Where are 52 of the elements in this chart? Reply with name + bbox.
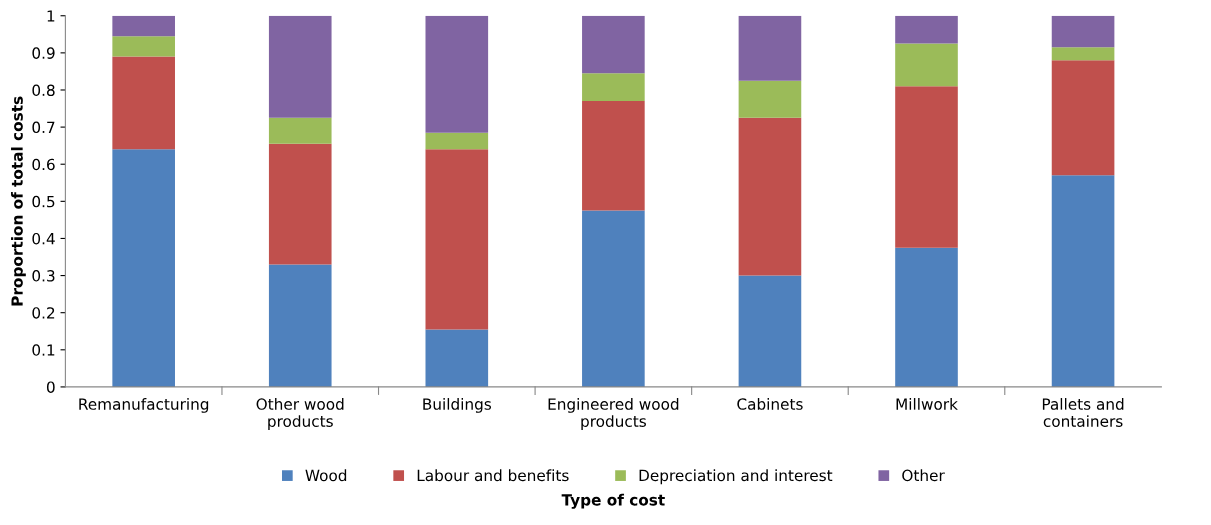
y-tick-label: 0.5 (32, 195, 55, 208)
bar (268, 264, 332, 387)
y-tick-label: 0.8 (32, 84, 55, 97)
bar (1051, 60, 1115, 176)
bar (268, 15, 332, 118)
x-tick-label: Pallets and containers (1042, 398, 1124, 427)
y-tick-label: 0.6 (32, 158, 55, 171)
legend-label: Depreciation and interest (639, 469, 833, 485)
bar (112, 56, 175, 150)
y-tick-label: 0.4 (32, 232, 55, 245)
bar (1051, 175, 1115, 387)
y-tick-label: 0.9 (32, 47, 55, 59)
bar (582, 73, 645, 102)
x-tick-label: Buildings (423, 398, 492, 413)
y-tick-label: 0.1 (32, 344, 55, 356)
legend-label: Labour and benefits (417, 469, 569, 482)
bar (895, 247, 958, 387)
bar (425, 329, 489, 387)
x-tick-label: Cabinets (737, 398, 803, 410)
bar (738, 15, 802, 81)
x-axis-title: Type of cost (561, 493, 665, 509)
bar (895, 86, 958, 248)
bar (425, 15, 489, 133)
bar (268, 117, 332, 144)
y-tick-label: 0 (46, 381, 55, 393)
bar (582, 15, 645, 74)
y-tick-label: 1 (47, 10, 55, 22)
bar (425, 149, 489, 330)
y-tick-label: 0.3 (32, 270, 55, 282)
x-tick-label: Remanufacturing (79, 398, 209, 413)
y-tick-label: 0.2 (32, 307, 55, 319)
bar (895, 15, 958, 44)
bar (268, 143, 332, 265)
bar (582, 210, 645, 387)
bar (112, 36, 175, 57)
bar (425, 132, 489, 150)
bar (738, 275, 802, 387)
x-tick-label: Other wood products (256, 398, 344, 430)
bar (1051, 47, 1115, 61)
bar (1051, 15, 1115, 48)
bar (112, 15, 175, 37)
y-tick-label: 0.7 (32, 121, 55, 134)
x-tick-label: Engineered wood products (548, 398, 679, 430)
bar (738, 117, 802, 276)
bar (895, 43, 958, 87)
bar (738, 80, 802, 118)
x-tick-label: Millwork (896, 398, 958, 410)
y-axis-title: Proportion of total costs (11, 96, 26, 306)
legend-label: Wood (305, 469, 347, 482)
bar (582, 101, 645, 211)
bar (112, 149, 175, 387)
legend-label: Other (902, 469, 945, 482)
